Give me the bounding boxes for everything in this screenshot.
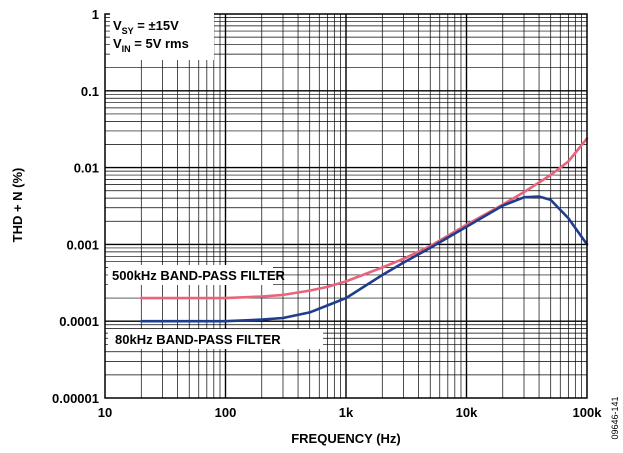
vsy-label: VSY = ±15V	[113, 18, 179, 36]
y-axis-title: THD + N (%)	[10, 168, 25, 243]
series-line-0	[140, 137, 589, 300]
x-tick-label: 100	[215, 405, 237, 420]
vin-label: VIN = 5V rms	[113, 36, 189, 54]
series-label-500k-text: 500kHz BAND-PASS FILTER	[112, 268, 285, 283]
x-tick-label: 100k	[573, 405, 603, 420]
tick-labels: 10 100 1k 10k 100k 0.00001 0.0001 0.001 0.01 0.1 1	[52, 7, 602, 420]
plot-frame	[104, 13, 588, 399]
y-tick-label: 0.1	[81, 84, 99, 99]
y-tick-label: 0.01	[74, 161, 99, 176]
x-tick-label: 1k	[339, 405, 354, 420]
x-axis-title: FREQUENCY (Hz)	[291, 431, 401, 446]
y-tick-label: 0.0001	[59, 314, 99, 329]
series-label-80k: 80kHz BAND-PASS FILTER	[108, 329, 323, 349]
y-tick-label: 1	[92, 7, 99, 22]
figure-id: 09646-141	[610, 396, 620, 439]
x-tick-label: 10	[98, 405, 112, 420]
series-layer	[140, 137, 589, 323]
x-tick-label: 10k	[456, 405, 478, 420]
series-label-500k: 500kHz BAND-PASS FILTER	[108, 265, 285, 285]
series-line-1	[140, 195, 589, 323]
series-label-80k-text: 80kHz BAND-PASS FILTER	[115, 332, 281, 347]
conditions-box: VSY = ±15V VIN = 5V rms	[110, 8, 214, 60]
y-tick-label: 0.001	[66, 237, 99, 252]
y-tick-label: 0.00001	[52, 391, 99, 406]
grid	[105, 14, 587, 398]
